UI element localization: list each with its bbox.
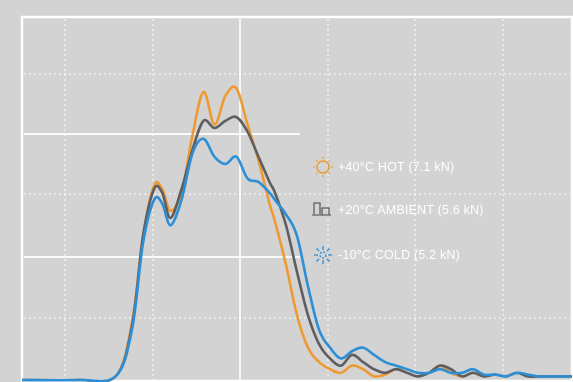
- legend: +40°C HOT (7.1 kN) +20°C AMBIENT (5.6 kN…: [312, 157, 484, 264]
- legend-item-cold: -10°C COLD (5.2 kN): [314, 246, 460, 264]
- cold-snowflake-icon: [314, 246, 332, 264]
- series-lines: [21, 85, 572, 382]
- ambient-thermometer-icon: [312, 202, 331, 216]
- series-line-cold: [21, 137, 572, 382]
- legend-label-cold: -10°C COLD (5.2 kN): [338, 248, 460, 262]
- legend-item-ambient: +20°C AMBIENT (5.6 kN): [312, 202, 484, 217]
- legend-label-ambient: +20°C AMBIENT (5.6 kN): [338, 203, 484, 217]
- hot-sun-icon: [313, 157, 333, 177]
- legend-label-hot: +40°C HOT (7.1 kN): [338, 160, 454, 174]
- plot-frame: [20, 15, 573, 382]
- grid: [24, 19, 570, 380]
- legend-item-hot: +40°C HOT (7.1 kN): [313, 157, 454, 177]
